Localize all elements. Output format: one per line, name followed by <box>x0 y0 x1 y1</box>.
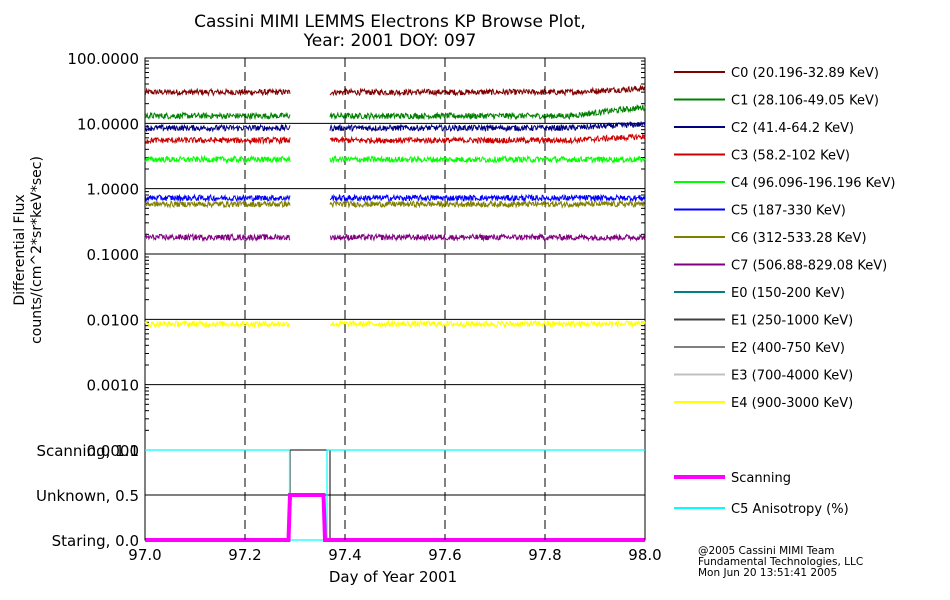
series-line-c6 <box>329 199 646 209</box>
y-axis-label-line1: Differential Flux <box>12 194 28 305</box>
chart-subtitle: Year: 2001 DOY: 097 <box>303 31 477 51</box>
legend-entry: C5 (187-330 KeV) <box>731 204 846 219</box>
legend-entry: E1 (250-1000 KeV) <box>731 314 853 329</box>
series-line-c6 <box>144 199 291 209</box>
footer-copyright: @2005 Cassini MIMI Team <box>698 545 835 557</box>
x-tick-label: 97.2 <box>228 546 261 564</box>
legend-entry: E0 (150-200 KeV) <box>731 286 845 301</box>
x-tick-label: 97.8 <box>528 546 561 564</box>
flux-tick-label: 10.0000 <box>77 115 139 133</box>
legend-entry: C0 (20.196-32.89 KeV) <box>731 66 879 81</box>
flux-tick-label: 100.0000 <box>67 50 139 68</box>
scanning-tick-label: Scanning, 1.0 <box>36 442 139 460</box>
flux-tick-label: 0.0001 <box>87 442 140 460</box>
scanning-series-line <box>145 493 645 542</box>
legend-entry: C7 (506.88-829.08 KeV) <box>731 259 887 274</box>
flux-plot-panel: 100.0000 10.0000 1.0000 0.1000 0.0100 0.0010 0… <box>67 50 646 540</box>
anisotropy-series-line <box>145 449 645 541</box>
flux-tick-label: 0.0100 <box>87 311 140 329</box>
legend-entry: C2 (41.4-64.2 KeV) <box>731 121 854 136</box>
series-line-c3 <box>329 133 646 145</box>
series-line-c7 <box>144 232 291 243</box>
series-line-c2 <box>329 120 646 133</box>
footer-timestamp: Mon Jun 20 13:51:41 2005 <box>698 567 837 579</box>
footer-company: Fundamental Technologies, LLC <box>698 556 863 568</box>
series-line-c1 <box>329 103 646 121</box>
x-tick-label: 97.6 <box>428 546 461 564</box>
legend-entry: C6 (312-533.28 KeV) <box>731 231 867 246</box>
scanning-tick-label: Unknown, 0.5 <box>36 487 139 505</box>
flux-tick-label: 0.0010 <box>87 377 140 395</box>
scanning-legend: Scanning C5 Anisotropy (%) <box>674 471 849 517</box>
series-line-c4 <box>329 154 646 165</box>
legend-entry: E3 (700-4000 KeV) <box>731 369 853 384</box>
y-axis-label-line2: counts/(cm^2*sr*keV*sec) <box>29 156 45 344</box>
scanning-tick-label: Staring, 0.0 <box>52 532 139 550</box>
series-line-c2 <box>144 123 291 133</box>
series-line-c5 <box>144 193 291 203</box>
flux-tick-label: 1.0000 <box>87 181 140 199</box>
legend-entry: C5 Anisotropy (%) <box>731 502 849 517</box>
series-line-e4 <box>144 319 291 329</box>
chart-title: Cassini MIMI LEMMS Electrons KP Browse P… <box>194 12 586 32</box>
series-line-c4 <box>144 154 291 165</box>
legend-entry: C3 (58.2-102 KeV) <box>731 149 850 164</box>
legend-entry: C4 (96.096-196.196 KeV) <box>731 176 895 191</box>
x-tick-label: 97.4 <box>328 546 361 564</box>
series-line-c3 <box>144 135 291 146</box>
legend-entry: Scanning <box>731 471 791 486</box>
series-line-e4 <box>329 319 646 329</box>
series-line-c7 <box>329 232 646 242</box>
legend-entry: E2 (400-750 KeV) <box>731 341 845 356</box>
flux-legend: C0 (20.196-32.89 KeV) C1 (28.106-49.05 Ke… <box>674 66 895 411</box>
series-line-c0 <box>144 87 291 97</box>
x-tick-label: 97.0 <box>128 546 161 564</box>
x-tick-label: 98.0 <box>628 546 661 564</box>
x-axis-label: Day of Year 2001 <box>329 568 457 586</box>
series-line-c5 <box>329 193 646 203</box>
series-line-c0 <box>329 84 646 97</box>
legend-entry: C1 (28.106-49.05 KeV) <box>731 94 879 109</box>
flux-tick-label: 0.1000 <box>87 246 140 264</box>
series-line-c1 <box>144 111 291 121</box>
legend-entry: E4 (900-3000 KeV) <box>731 396 853 411</box>
